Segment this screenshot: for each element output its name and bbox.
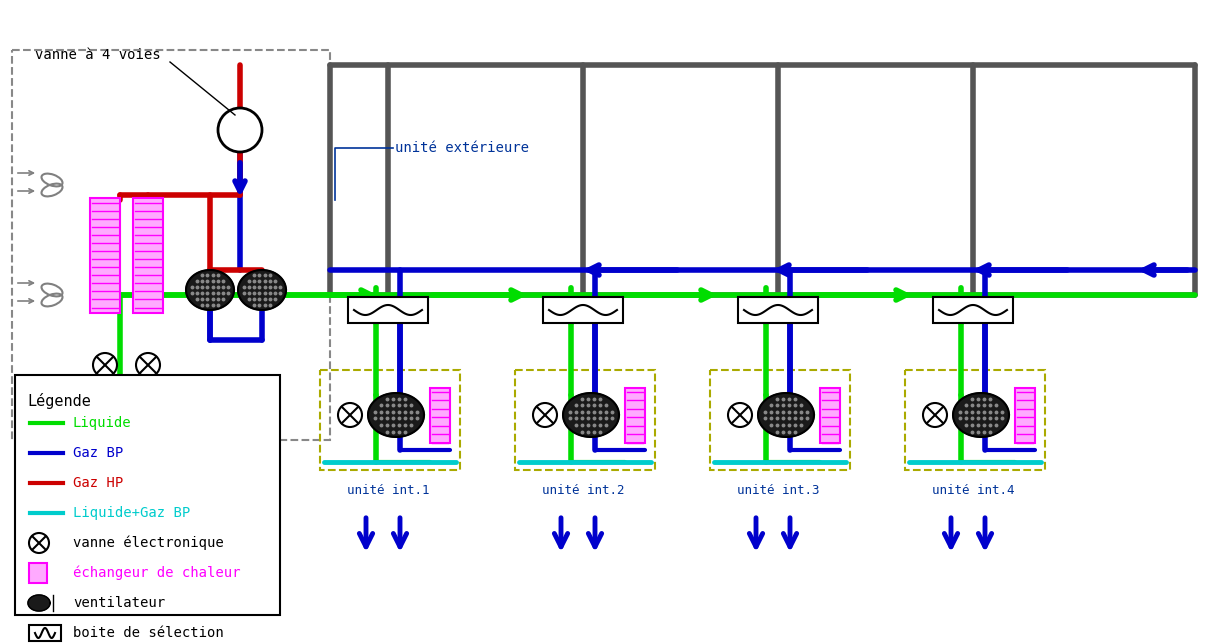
Text: unité int.2: unité int.2 (541, 484, 624, 497)
Polygon shape (563, 393, 619, 437)
Bar (904, 370, 1045, 470)
Text: Gaz BP: Gaz BP (73, 446, 123, 460)
Bar (430, 388, 450, 442)
Text: unité extérieure: unité extérieure (395, 141, 529, 155)
Text: vanne électronique: vanne électronique (73, 536, 224, 550)
Text: Liquide+Gaz BP: Liquide+Gaz BP (73, 506, 190, 520)
Bar (514, 370, 655, 470)
Text: ventilateur: ventilateur (73, 596, 165, 610)
Text: vanne à 4 voies: vanne à 4 voies (35, 48, 161, 62)
Circle shape (728, 403, 752, 427)
Circle shape (533, 403, 557, 427)
Bar (12, 50, 330, 440)
Text: Gaz HP: Gaz HP (73, 476, 123, 490)
Text: échangeur de chaleur: échangeur de chaleur (73, 565, 240, 580)
Bar (29, 563, 48, 583)
Circle shape (218, 108, 262, 152)
Circle shape (137, 353, 160, 377)
Polygon shape (28, 595, 50, 611)
Circle shape (923, 403, 947, 427)
Text: unité int.4: unité int.4 (931, 484, 1014, 497)
Circle shape (93, 353, 117, 377)
Polygon shape (187, 270, 234, 310)
Bar (737, 297, 818, 323)
Bar (347, 297, 428, 323)
Polygon shape (238, 270, 286, 310)
Bar (709, 370, 850, 470)
Text: unité int.1: unité int.1 (346, 484, 429, 497)
Text: unité int.3: unité int.3 (736, 484, 819, 497)
Text: Liquide: Liquide (73, 416, 132, 430)
Polygon shape (758, 393, 814, 437)
Bar (15, 375, 280, 615)
Bar (90, 198, 119, 312)
Bar (820, 388, 840, 442)
Circle shape (29, 533, 49, 553)
Circle shape (338, 403, 362, 427)
Text: Légende: Légende (27, 393, 91, 409)
Polygon shape (368, 393, 424, 437)
Polygon shape (953, 393, 1009, 437)
Bar (1015, 388, 1035, 442)
Bar (933, 297, 1013, 323)
Bar (133, 198, 163, 312)
Text: boite de sélection: boite de sélection (73, 626, 224, 640)
Bar (321, 370, 460, 470)
Bar (29, 625, 61, 641)
Bar (625, 388, 645, 442)
Bar (542, 297, 623, 323)
